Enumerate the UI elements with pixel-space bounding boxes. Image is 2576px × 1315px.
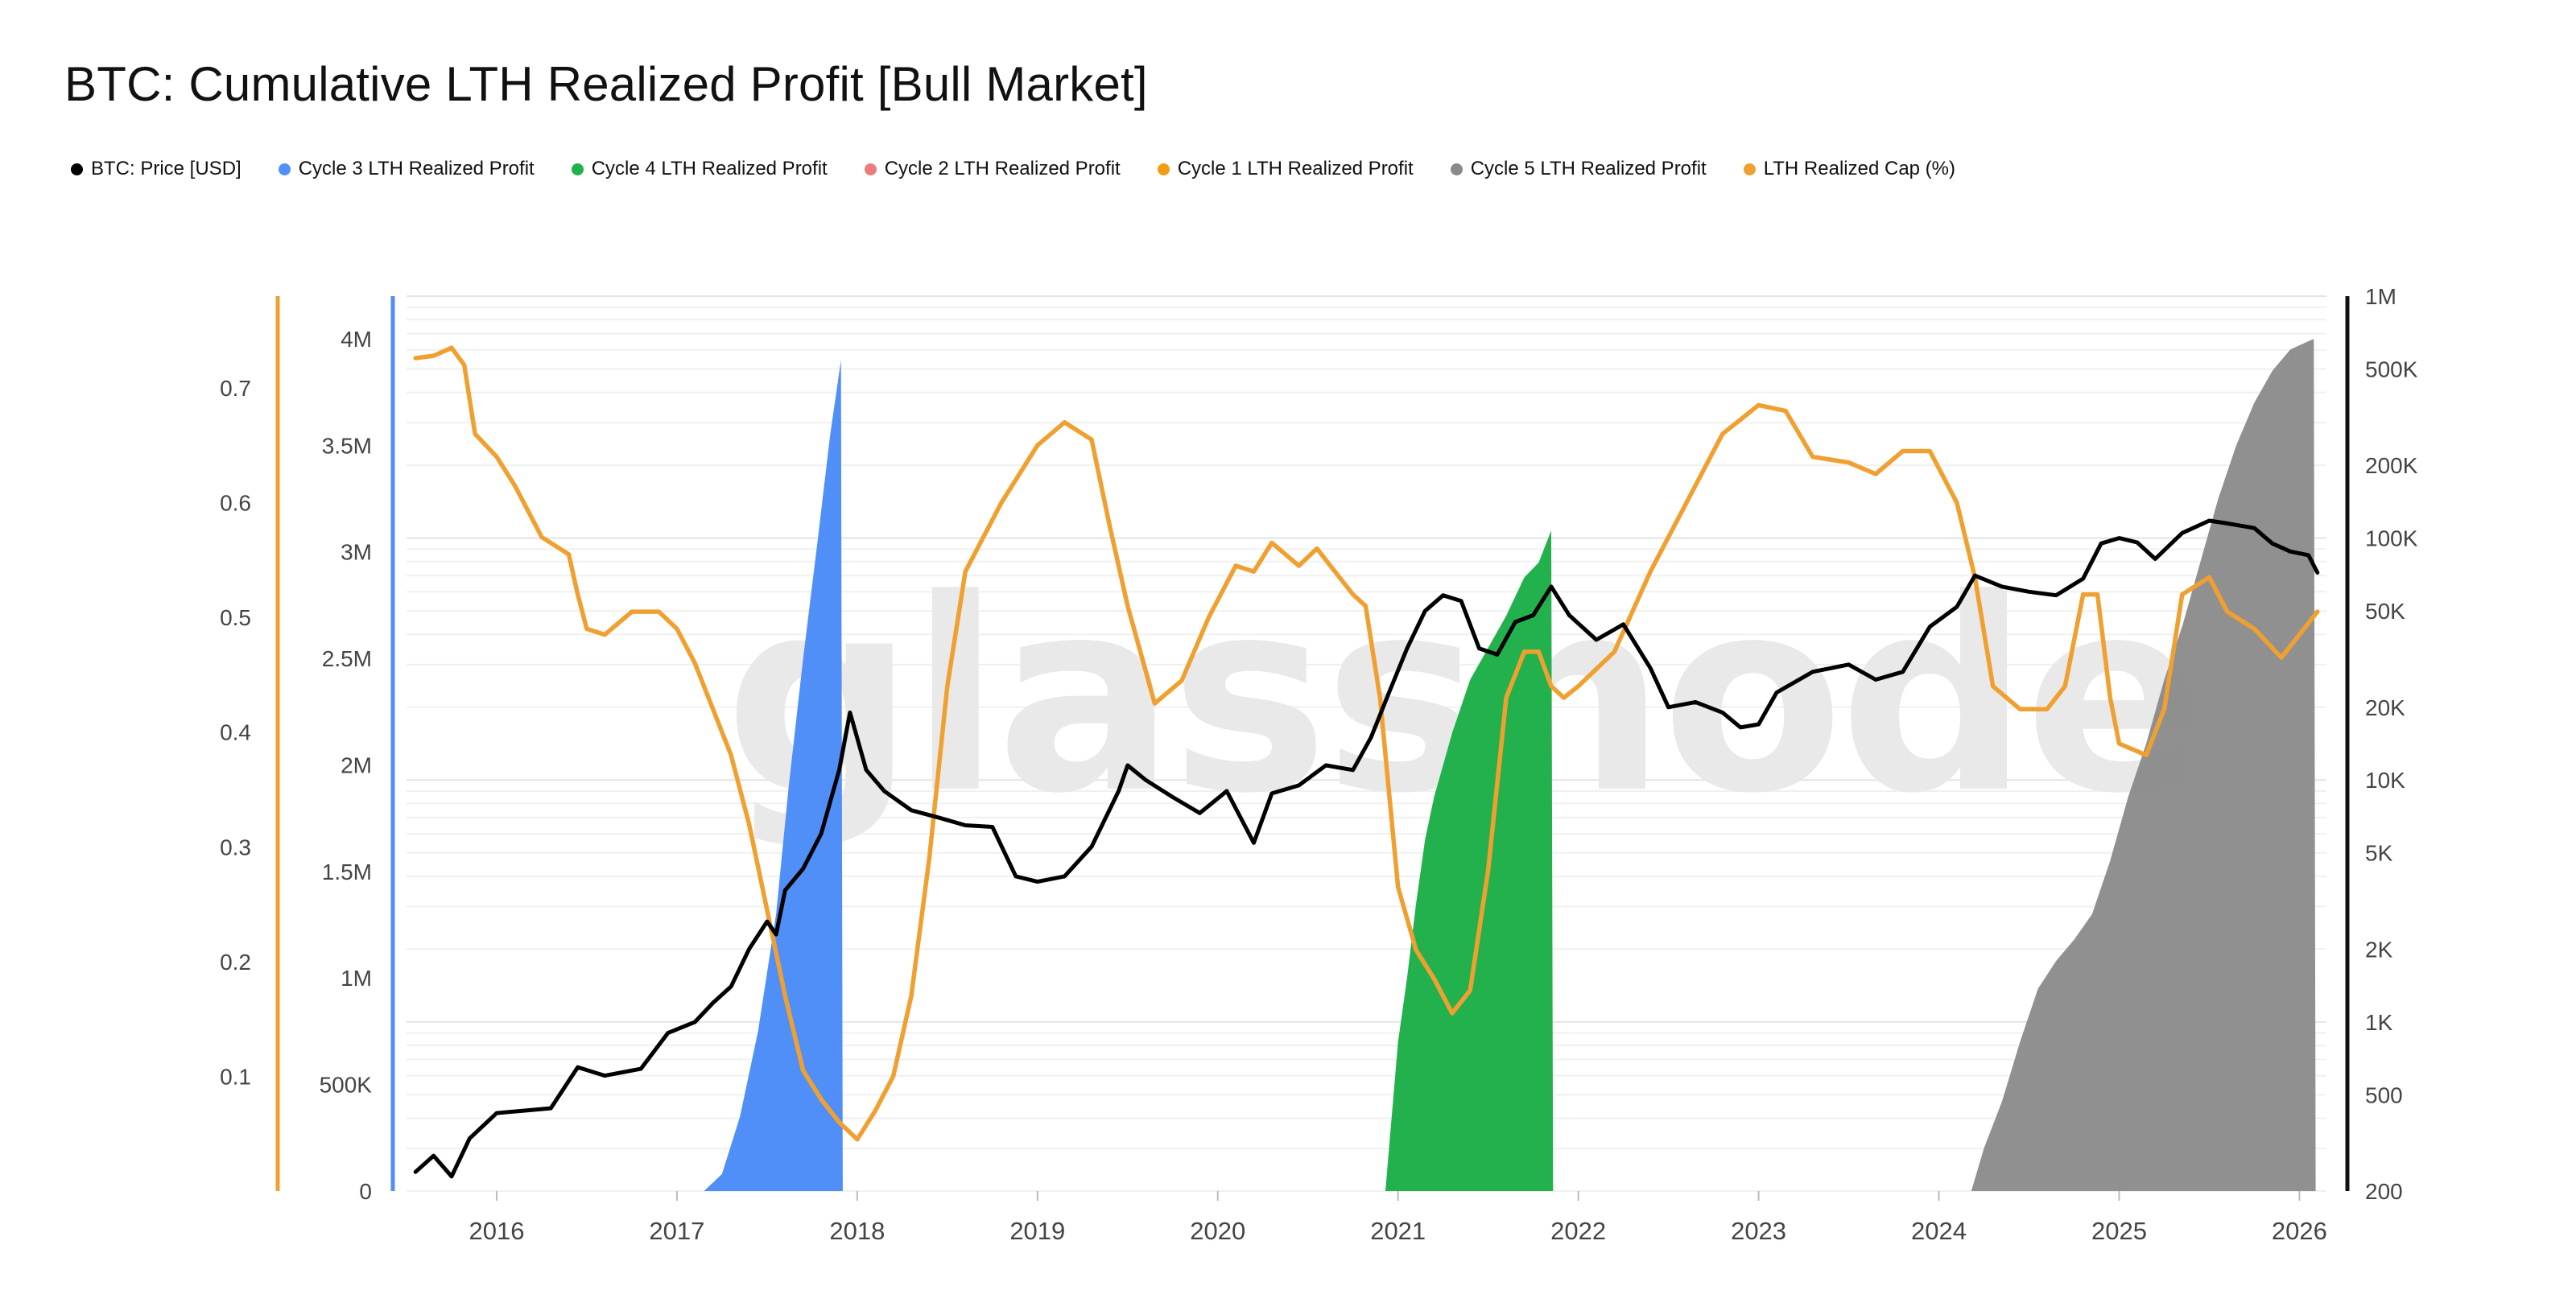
axes: 0.7 0.6 0.5 0.4 0.3 0.2 0.1 4M 3.5M 3M 2.5M 2M 1.5M 1… (220, 284, 2418, 1245)
x-tick-label: 2020 (1190, 1217, 1245, 1245)
x-tick-label: 2025 (2091, 1217, 2147, 1245)
price-tick-label: 10K (2365, 768, 2405, 793)
pct-tick-label: 0.6 (220, 491, 251, 516)
price-tick-label: 100K (2365, 526, 2418, 551)
legend-dot-icon (1157, 163, 1170, 175)
x-tick-label: 2026 (2272, 1217, 2327, 1245)
legend: BTC: Price [USD] Cycle 3 LTH Realized Pr… (71, 158, 1955, 180)
line-lth-realized-cap- (413, 345, 2320, 1142)
legend-item-btc-price[interactable]: BTC: Price [USD] (71, 158, 242, 180)
x-tick-label: 2022 (1550, 1217, 1606, 1245)
legend-dot-icon (278, 163, 291, 175)
area-cycle-3-lth-realized-profit (704, 360, 843, 1191)
price-tick-label: 1M (2365, 284, 2396, 309)
profit-tick-label: 500K (320, 1073, 373, 1098)
pct-tick-label: 0.4 (220, 720, 251, 745)
profit-tick-label: 2.5M (322, 646, 372, 671)
legend-label: Cycle 1 LTH Realized Profit (1177, 158, 1414, 179)
pct-tick-label: 0.5 (220, 605, 251, 630)
pct-tick-label: 0.1 (220, 1064, 251, 1089)
legend-dot-icon (71, 163, 83, 175)
x-tick-label: 2024 (1911, 1217, 1967, 1245)
legend-label: Cycle 4 LTH Realized Profit (591, 158, 828, 179)
legend-label: Cycle 5 LTH Realized Profit (1470, 158, 1707, 179)
profit-tick-label: 2M (341, 752, 372, 777)
price-tick-label: 2K (2365, 937, 2393, 962)
legend-dot-icon (571, 163, 584, 175)
x-tick-label: 2023 (1731, 1217, 1786, 1245)
profit-tick-label: 4M (341, 327, 372, 352)
price-tick-label: 50K (2365, 599, 2405, 624)
price-tick-label: 20K (2365, 695, 2405, 720)
price-tick-label: 1K (2365, 1010, 2393, 1035)
x-tick-label: 2021 (1370, 1217, 1426, 1245)
x-tick-label: 2018 (829, 1217, 885, 1245)
x-tick-label: 2019 (1009, 1217, 1065, 1245)
legend-item-cycle-3[interactable]: Cycle 3 LTH Realized Profit (278, 158, 535, 180)
area-cycle-5-lth-realized-profit (1971, 339, 2316, 1191)
legend-label: LTH Realized Cap (%) (1763, 158, 1956, 179)
legend-item-cycle-2[interactable]: Cycle 2 LTH Realized Profit (864, 158, 1121, 180)
line-btc-price-usd- (413, 518, 2320, 1179)
profit-tick-label: 1.5M (322, 859, 372, 884)
price-tick-label: 500 (2365, 1082, 2403, 1107)
page-title: BTC: Cumulative LTH Realized Profit [Bul… (64, 57, 1148, 111)
price-tick-label: 200 (2365, 1179, 2403, 1204)
profit-tick-label: 3.5M (322, 433, 372, 458)
pct-tick-label: 0.3 (220, 835, 251, 859)
profit-areas (704, 339, 2316, 1191)
legend-label: Cycle 3 LTH Realized Profit (298, 158, 535, 179)
pct-tick-label: 0.7 (220, 376, 251, 401)
profit-tick-label: 1M (341, 966, 372, 991)
profit-tick-label: 0 (359, 1179, 372, 1204)
price-tick-label: 500K (2365, 357, 2418, 381)
price-tick-label: 5K (2365, 841, 2393, 866)
legend-item-cycle-5[interactable]: Cycle 5 LTH Realized Profit (1450, 158, 1707, 180)
grid-lines (407, 295, 2326, 1192)
legend-label: Cycle 2 LTH Realized Profit (884, 158, 1121, 179)
area-cycle-4-lth-realized-profit (1385, 530, 1554, 1191)
price-tick-label: 200K (2365, 453, 2418, 478)
x-tick-label: 2017 (649, 1217, 704, 1245)
profit-tick-label: 3M (341, 540, 372, 565)
legend-label: BTC: Price [USD] (91, 158, 242, 179)
pct-tick-label: 0.2 (220, 950, 251, 975)
legend-dot-icon (1450, 163, 1463, 175)
x-tick-label: 2016 (469, 1217, 524, 1245)
legend-dot-icon (1743, 163, 1756, 175)
legend-item-lth-realized-cap[interactable]: LTH Realized Cap (%) (1743, 158, 1956, 180)
legend-dot-icon (864, 163, 877, 175)
legend-item-cycle-1[interactable]: Cycle 1 LTH Realized Profit (1157, 158, 1414, 180)
legend-item-cycle-4[interactable]: Cycle 4 LTH Realized Profit (571, 158, 828, 180)
series-lines (413, 345, 2320, 1179)
